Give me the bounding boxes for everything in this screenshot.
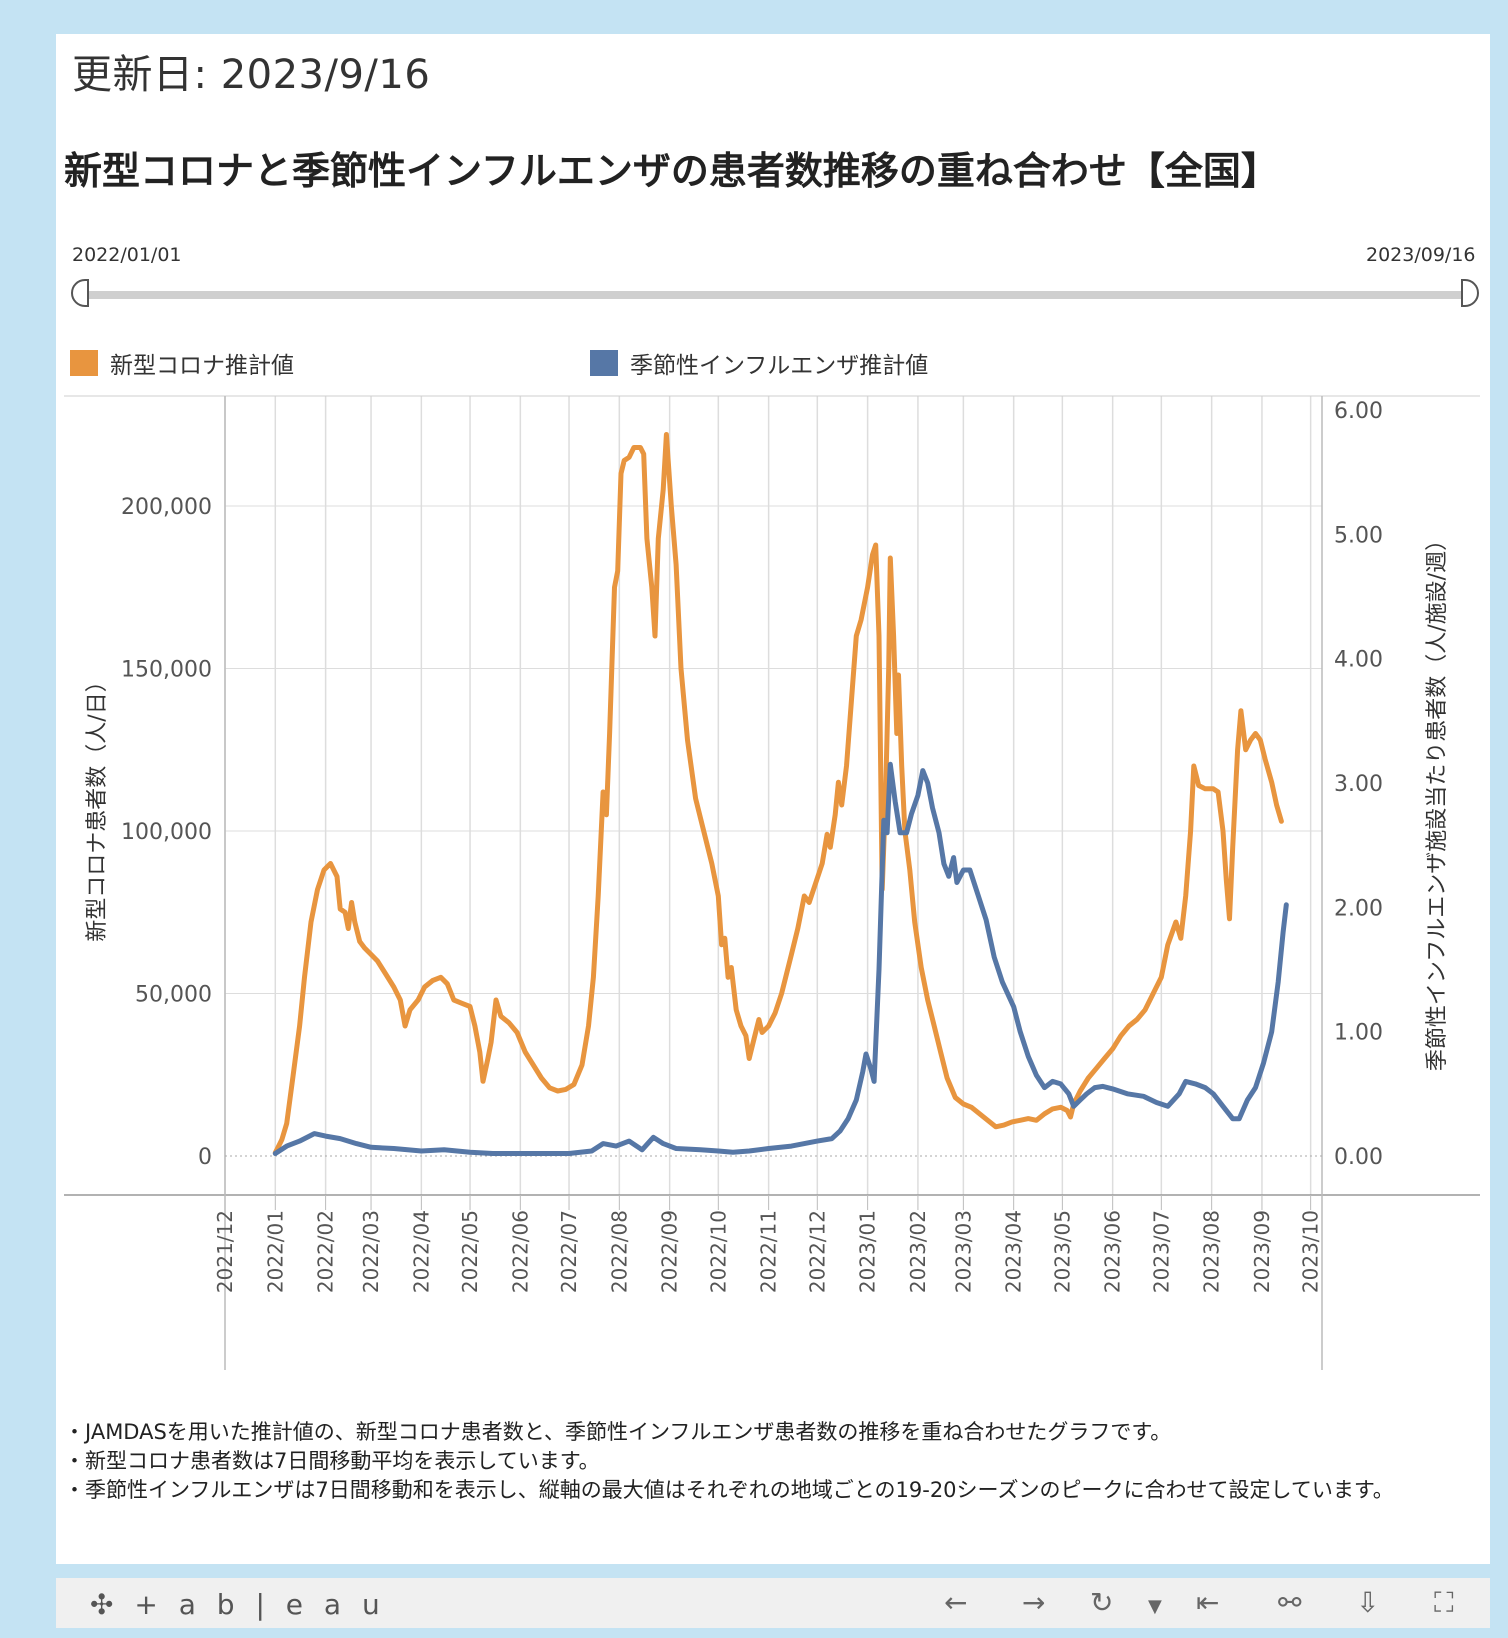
tableau-wordmark: + a b | e a u (134, 1588, 386, 1621)
legend-label-flu: 季節性インフルエンザ推計値 (630, 353, 929, 379)
date-range-slider[interactable] (80, 291, 1470, 299)
y2-axis-title: 季節性インフルエンザ施設当たり患者数（人/施設/週） (1425, 529, 1450, 1071)
updated-date: 更新日: 2023/9/16 (72, 52, 431, 98)
slider-start-handle[interactable] (71, 279, 89, 307)
reset-icon[interactable]: ⇤ (1196, 1586, 1220, 1619)
tableau-mark-icon: ✣ (90, 1588, 120, 1621)
label-layer: 0 50,000 100,000 150,000 200,000 0.00 1.00 2.00… (85, 399, 1450, 1293)
x-tick-label: 2023/10 (1299, 1210, 1323, 1293)
legend-label-covid: 新型コロナ推計値 (110, 353, 294, 379)
x-tick-label: 2022/02 (314, 1210, 338, 1293)
slider-end-handle[interactable] (1461, 279, 1479, 307)
dropdown-icon[interactable]: ▼ (1148, 1596, 1162, 1617)
x-tick-label: 2021/12 (213, 1210, 237, 1293)
chart-area: 0 50,000 100,000 150,000 200,000 0.00 1.00 2.00… (64, 395, 1480, 1370)
y-tick-label: 100,000 (121, 820, 212, 845)
y2-tick-label: 3.00 (1334, 772, 1383, 797)
x-tick-label: 2022/10 (706, 1210, 730, 1293)
x-tick-label: 2023/01 (856, 1210, 880, 1293)
x-tick-label: 2023/07 (1149, 1210, 1173, 1293)
axis-layer (64, 395, 1480, 1370)
x-tick-label: 2022/03 (359, 1210, 383, 1293)
x-tick-label: 2023/02 (906, 1210, 930, 1293)
y2-tick-label: 4.00 (1334, 648, 1383, 673)
grid-layer (224, 396, 1322, 1195)
x-tick-label: 2022/09 (658, 1210, 682, 1293)
y2-tick-label: 6.00 (1334, 399, 1383, 424)
series-line-flu (272, 761, 1289, 1156)
legend-swatch-covid (70, 350, 98, 376)
series-layer (272, 432, 1289, 1156)
x-tick-label: 2023/05 (1050, 1210, 1074, 1293)
dashboard-panel (56, 34, 1490, 1564)
y-axis-title: 新型コロナ患者数（人/日） (85, 670, 110, 941)
tableau-logo[interactable]: ✣ + a b | e a u (90, 1588, 386, 1621)
slider-end-date: 2023/09/16 (1366, 244, 1476, 266)
x-tick-label: 2023/06 (1101, 1210, 1125, 1293)
x-tick-label: 2023/08 (1200, 1210, 1224, 1293)
y2-tick-label: 2.00 (1334, 896, 1383, 921)
toolbar-footer (56, 1578, 1490, 1628)
note-line: ・JAMDASを用いた推計値の、新型コロナ患者数と、季節性インフルエンザ患者数の… (64, 1420, 1172, 1444)
notes: ・JAMDASを用いた推計値の、新型コロナ患者数と、季節性インフルエンザ患者数の… (64, 1418, 1484, 1505)
y2-tick-label: 5.00 (1334, 523, 1383, 548)
x-tick-label: 2022/12 (805, 1210, 829, 1293)
legend-swatch-flu (590, 350, 618, 376)
slider-start-date: 2022/01/01 (72, 244, 182, 266)
x-tick-label: 2022/04 (409, 1210, 433, 1293)
y2-tick-label: 0.00 (1334, 1145, 1383, 1170)
revert-icon[interactable]: ↻ (1090, 1586, 1114, 1619)
redo-icon[interactable]: → (1022, 1586, 1046, 1619)
download-icon[interactable]: ⇩ (1356, 1586, 1380, 1619)
x-tick-label: 2022/08 (607, 1210, 631, 1293)
y2-tick-label: 1.00 (1334, 1021, 1383, 1046)
x-tick-label: 2023/09 (1250, 1210, 1274, 1293)
x-tick-label: 2023/04 (1002, 1210, 1026, 1293)
y-tick-label: 0 (198, 1145, 212, 1170)
x-tick-label: 2022/01 (263, 1210, 287, 1293)
x-tick-label: 2022/06 (508, 1210, 532, 1293)
x-tick-label: 2022/07 (557, 1210, 581, 1293)
y-tick-label: 200,000 (121, 495, 212, 520)
y-tick-label: 150,000 (121, 658, 212, 683)
x-tick-label: 2022/11 (757, 1210, 781, 1293)
page-title: 新型コロナと季節性インフルエンザの患者数推移の重ね合わせ【全国】 (64, 149, 1279, 193)
note-line: ・新型コロナ患者数は7日間移動平均を表示しています。 (64, 1449, 600, 1473)
share-icon[interactable]: ⚯ (1278, 1586, 1302, 1619)
series-line-covid (272, 432, 1284, 1156)
x-tick-label: 2023/03 (951, 1210, 975, 1293)
y-tick-label: 50,000 (135, 983, 212, 1008)
fullscreen-icon[interactable]: ⛶ (1434, 1586, 1454, 1619)
legend-item-covid[interactable]: 新型コロナ推計値 (70, 346, 294, 380)
legend-item-flu[interactable]: 季節性インフルエンザ推計値 (590, 346, 928, 380)
note-line: ・季節性インフルエンザは7日間移動和を表示し、縦軸の最大値はそれぞれの地域ごとの… (64, 1478, 1394, 1502)
undo-icon[interactable]: ← (944, 1586, 968, 1619)
x-tick-label: 2022/05 (458, 1210, 482, 1293)
